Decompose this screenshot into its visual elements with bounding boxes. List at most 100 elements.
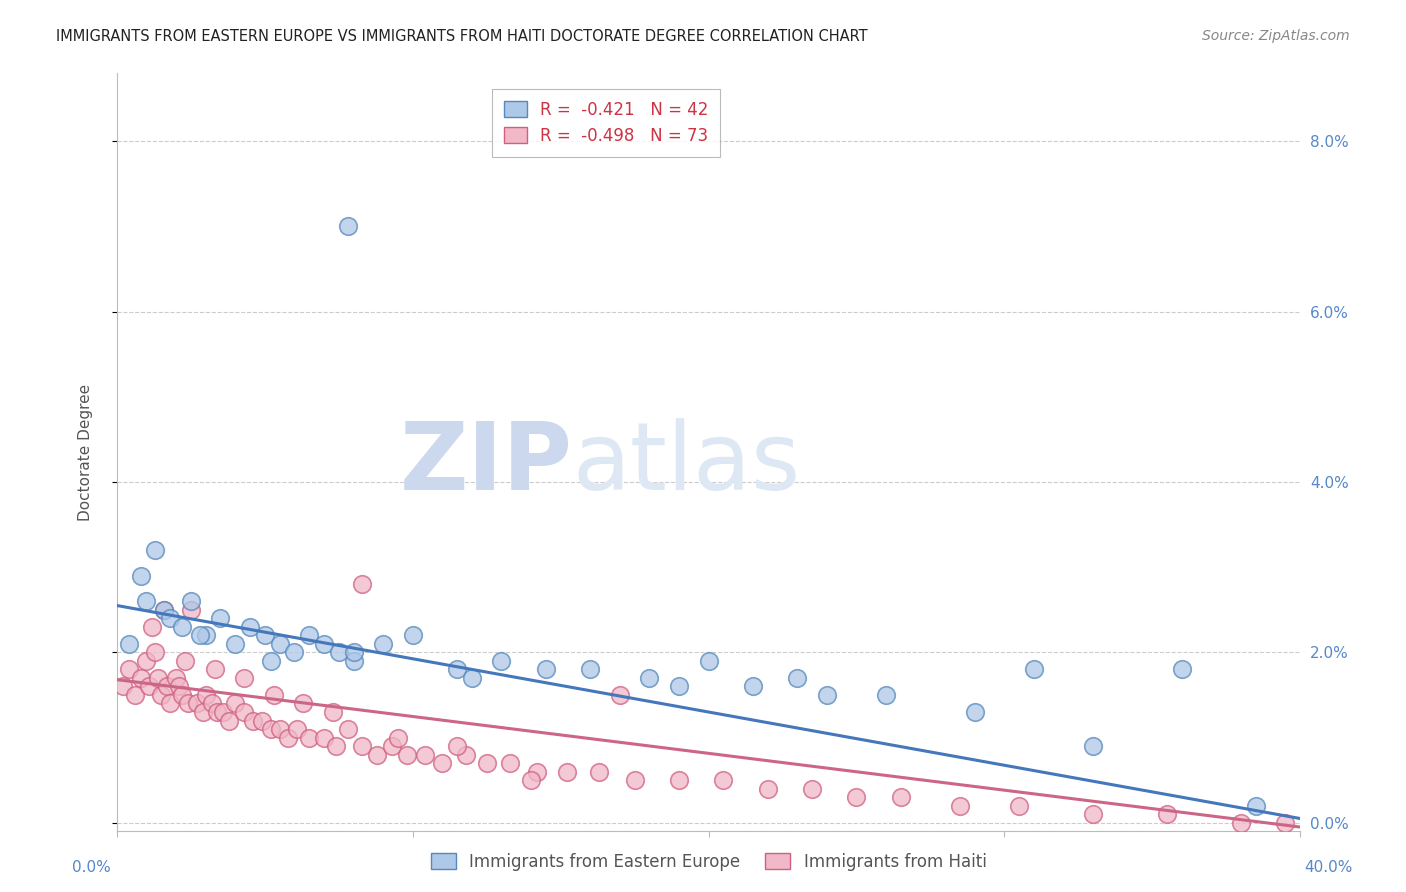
Point xyxy=(352,739,374,753)
Point xyxy=(143,543,166,558)
Legend: R =  -0.421   N = 42, R =  -0.498   N = 73: R = -0.421 N = 42, R = -0.498 N = 73 xyxy=(492,89,720,157)
Point xyxy=(298,628,321,642)
Point xyxy=(135,654,157,668)
Point xyxy=(159,611,181,625)
Point xyxy=(534,662,557,676)
Point xyxy=(555,764,578,779)
Point xyxy=(260,722,283,736)
Text: ZIP: ZIP xyxy=(399,417,572,509)
Point xyxy=(204,662,226,676)
Point xyxy=(1081,807,1104,822)
Point xyxy=(697,654,720,668)
Point xyxy=(141,620,163,634)
Point xyxy=(1171,662,1194,676)
Point xyxy=(312,637,335,651)
Point xyxy=(786,671,808,685)
Point xyxy=(165,671,187,685)
Point xyxy=(218,714,240,728)
Point xyxy=(325,739,347,753)
Point xyxy=(143,645,166,659)
Point xyxy=(1274,815,1296,830)
Point xyxy=(253,628,276,642)
Point xyxy=(623,773,645,788)
Point xyxy=(233,705,256,719)
Y-axis label: Doctorate Degree: Doctorate Degree xyxy=(79,384,93,521)
Point xyxy=(801,781,824,796)
Point xyxy=(263,688,285,702)
Point xyxy=(454,747,477,762)
Point xyxy=(150,688,173,702)
Point xyxy=(949,798,972,813)
Point xyxy=(432,756,454,771)
Point xyxy=(292,697,315,711)
Point xyxy=(148,671,170,685)
Point xyxy=(413,747,436,762)
Text: 0.0%: 0.0% xyxy=(72,860,111,874)
Point xyxy=(815,688,838,702)
Text: Source: ZipAtlas.com: Source: ZipAtlas.com xyxy=(1202,29,1350,43)
Point xyxy=(191,705,214,719)
Point xyxy=(387,731,409,745)
Point xyxy=(875,688,897,702)
Point xyxy=(194,688,217,702)
Point xyxy=(129,568,152,582)
Point xyxy=(207,705,229,719)
Point xyxy=(402,628,425,642)
Point xyxy=(212,705,235,719)
Point xyxy=(366,747,388,762)
Point xyxy=(209,611,232,625)
Point xyxy=(711,773,734,788)
Point xyxy=(1081,739,1104,753)
Point xyxy=(224,697,246,711)
Point xyxy=(177,697,200,711)
Point xyxy=(194,628,217,642)
Point xyxy=(118,662,141,676)
Point xyxy=(180,603,202,617)
Point xyxy=(1022,662,1045,676)
Point xyxy=(312,731,335,745)
Point xyxy=(520,773,543,788)
Point xyxy=(446,739,468,753)
Point xyxy=(322,705,344,719)
Point xyxy=(167,680,190,694)
Point xyxy=(124,688,146,702)
Point xyxy=(756,781,779,796)
Point xyxy=(174,654,197,668)
Point xyxy=(491,654,513,668)
Point xyxy=(138,680,160,694)
Point xyxy=(1008,798,1031,813)
Point xyxy=(609,688,631,702)
Point xyxy=(499,756,522,771)
Point xyxy=(260,654,283,668)
Point xyxy=(1156,807,1178,822)
Point xyxy=(186,697,208,711)
Point xyxy=(242,714,264,728)
Point xyxy=(336,219,359,234)
Point xyxy=(269,637,291,651)
Point xyxy=(239,620,262,634)
Point xyxy=(352,577,374,591)
Point xyxy=(269,722,291,736)
Point xyxy=(475,756,498,771)
Point xyxy=(277,731,299,745)
Point xyxy=(371,637,394,651)
Point xyxy=(233,671,256,685)
Point xyxy=(283,645,305,659)
Point xyxy=(328,645,350,659)
Point xyxy=(342,654,364,668)
Point xyxy=(170,688,193,702)
Point xyxy=(890,790,912,805)
Text: atlas: atlas xyxy=(572,417,801,509)
Text: 40.0%: 40.0% xyxy=(1305,860,1353,874)
Point xyxy=(200,697,222,711)
Point xyxy=(224,637,246,651)
Point xyxy=(170,620,193,634)
Point xyxy=(381,739,404,753)
Point xyxy=(118,637,141,651)
Point xyxy=(298,731,321,745)
Point xyxy=(1244,798,1267,813)
Point xyxy=(446,662,468,676)
Point xyxy=(668,680,690,694)
Point xyxy=(845,790,868,805)
Point xyxy=(159,697,181,711)
